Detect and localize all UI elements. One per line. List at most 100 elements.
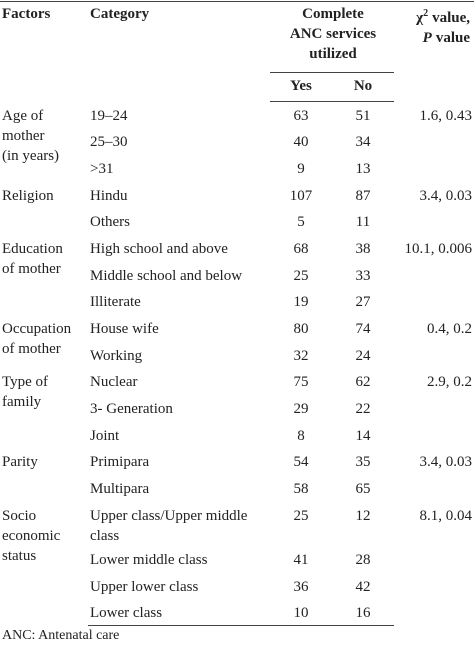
table-row: Lower class 10 16 [0,599,474,627]
no-cell: 22 [355,401,371,418]
yes-cell: 40 [293,134,309,151]
category-cell: House wife [90,321,159,337]
footnote: ANC: Antenatal care [2,628,120,644]
yes-cell: 19 [293,294,309,311]
header-cell: Yes [270,72,330,102]
no-cell: 51 [355,108,371,124]
header-cell: Factors [0,1,88,102]
category-cell: 25–30 [90,134,128,151]
factor-line: mother [2,127,45,144]
header-line: χ2 value, [396,4,470,28]
category-cell: Joint [90,427,120,444]
no-cell: 34 [355,134,371,151]
table-body: Age of mother (in years) 19–24 63 51 1.6, 0.43… [0,102,474,627]
factor-cell: Type of family [0,368,88,448]
factor-cell: Parity [0,448,88,501]
no-cell: 28 [355,551,371,568]
table-row: Occupation of mother House wife 80 74 0.4, 0.… [0,315,474,357]
factor-cell: Socio economic status [0,502,88,626]
header-line: utilized [309,46,357,62]
factor-cell: Education of mother [0,235,88,315]
chi-sup: 2 [423,8,429,19]
category-cell: Lower middle class [90,551,208,568]
no-cell: 87 [355,187,371,204]
factor-line: Type of [2,374,49,391]
category-cell: Working [90,347,143,364]
no-cell: 33 [355,267,371,284]
yes-cell: 25 [293,507,309,524]
header-line: Complete [302,6,364,22]
header-cell: Complete ANC services utilized [270,1,395,73]
header-cell: Category [88,1,270,102]
category-cell: 3- Generation [90,401,173,418]
table-row: Education of mother High school and above 6… [0,235,474,277]
header-line: ANC services [289,26,377,42]
category-cell: Upper class/Upper middle class [90,507,248,544]
category-cell: Primipara [90,454,150,471]
no-cell: 11 [355,214,371,231]
no-cell: 12 [355,507,371,524]
factor-cell: Age of mother (in years) [0,102,88,182]
no-cell: 65 [355,481,371,498]
table-row: Joint 8 14 [0,422,474,449]
no-cell: 35 [355,454,371,471]
no-cell: 24 [355,347,371,364]
no-cell: 74 [355,321,371,337]
yes-cell: 80 [293,321,309,337]
category-cell: High school and above [90,240,228,257]
table-row: Lower middle class 41 28 [0,546,474,573]
category-cell: Multipara [90,481,150,498]
chi-cell: 1.6, 0.43 [419,107,473,124]
yes-cell: 10 [270,599,330,627]
factor-line: family [2,394,42,411]
no-cell: 13 [355,160,371,177]
factor-cell: Occupation of mother [0,315,88,368]
no-cell: 42 [355,578,371,595]
table-row: Illiterate 19 27 [0,288,474,315]
table-row: Upper lower class 36 42 [0,573,474,600]
chi-cell: 10.1, 0.006 [404,240,473,257]
factor-line: economic [2,527,61,544]
factor-line: Religion [2,187,54,204]
category-cell: Nuclear [90,374,138,391]
factor-line: of mother [2,260,61,277]
chi-symbol: χ [416,10,424,26]
chi-cell: 3.4, 0.03 [419,187,473,204]
header-row: Factors Category Complete ANC services u… [0,1,474,102]
no-cell: 38 [355,240,371,257]
yes-cell: 63 [293,108,309,124]
table-row: Multipara 58 65 [0,475,474,502]
data-table: Factors Category Complete ANC services u… [0,1,474,627]
yes-cell: 29 [293,401,309,418]
chi-cell: 2.9, 0.2 [427,374,473,391]
chi-text: value [435,30,471,46]
yes-cell: 41 [293,551,309,568]
chi-cell: 0.4, 0.2 [427,321,473,337]
no-cell: 27 [355,294,371,311]
header-row: Yes No [0,72,474,102]
factor-line: Occupation [2,321,72,337]
category-cell: Upper lower class [90,578,199,595]
p-symbol: P [422,30,432,46]
no-cell: 14 [355,427,371,444]
table-row: Middle school and below 25 33 [0,262,474,289]
table-row: Age of mother (in years) 19–24 63 51 1.6, 0.43 [0,102,474,164]
yes-cell: 75 [293,374,309,391]
yes-cell: 36 [293,578,309,595]
factor-line: Socio [2,507,37,524]
yes-cell: 5 [297,214,305,231]
factor-line: Parity [2,454,38,471]
table-row: 3- Generation 29 22 [0,395,474,422]
factor-line: Education [2,240,63,257]
category-cell: Illiterate [90,294,141,311]
yes-cell: 32 [293,347,309,364]
yes-cell: 9 [297,160,305,177]
factor-line: status [2,547,37,564]
factor-line: (in years) [2,147,60,164]
category-cell: >31 [90,160,114,177]
table-row: Others 5 11 [0,208,474,235]
chi-cell: 3.4, 0.03 [419,454,473,471]
